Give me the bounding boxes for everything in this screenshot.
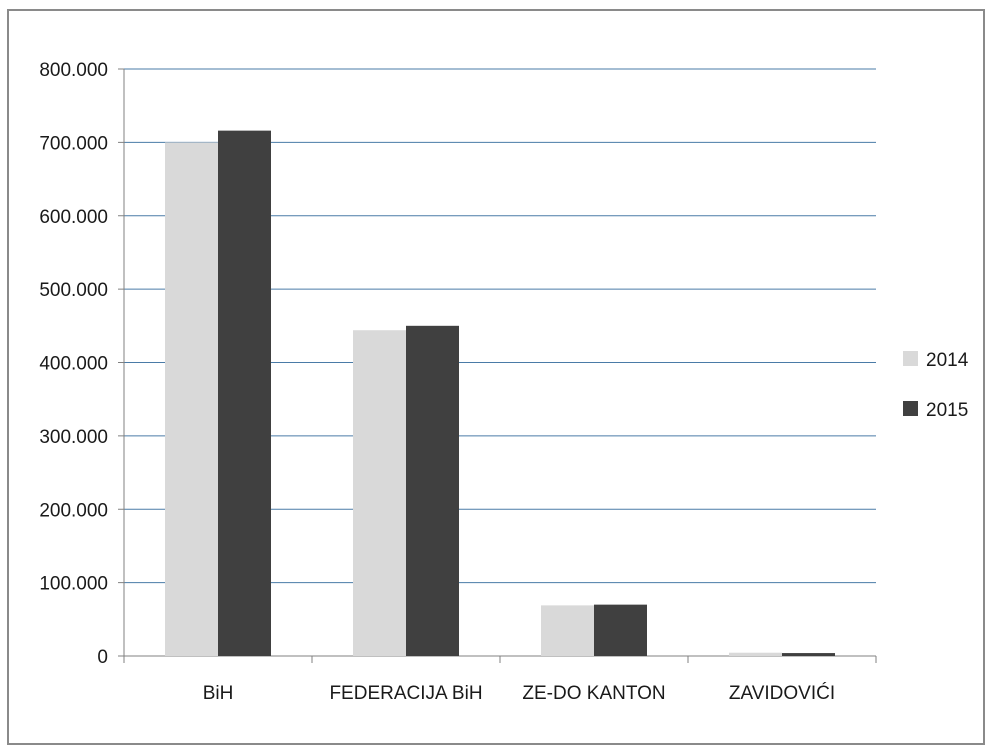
legend-label: 2014 (926, 350, 969, 371)
y-tick-label: 300.000 (39, 427, 108, 448)
bar-2015-2 (594, 604, 647, 656)
y-tick-label: 100.000 (39, 574, 108, 595)
legend-swatch-2015 (903, 401, 918, 416)
legend: 2014 2015 (903, 350, 969, 421)
x-category-label: ZE-DO KANTON (522, 683, 665, 704)
bar-2015-0 (218, 130, 271, 656)
bar-2014-1 (353, 330, 406, 656)
y-tick-label: 400.000 (39, 354, 108, 375)
bar-2014-0 (165, 142, 218, 656)
axis-labels: 0 100.000 200.000 300.000 400.000 500.000 600.… (39, 60, 835, 704)
bar-2015-1 (406, 325, 459, 656)
bar-2014-2 (541, 605, 594, 656)
bar-2014-3 (729, 652, 782, 656)
y-tick-label: 700.000 (39, 133, 108, 154)
x-category-label: BiH (203, 683, 234, 704)
y-tick-label: 800.000 (39, 60, 108, 81)
y-tick-label: 600.000 (39, 207, 108, 228)
bar-2015-3 (782, 653, 835, 656)
x-category-label: ZAVIDOVIĆI (729, 682, 835, 704)
legend-swatch-2014 (903, 351, 918, 366)
y-tick-label: 0 (97, 647, 108, 668)
y-tick-label: 500.000 (39, 280, 108, 301)
x-category-label: FEDERACIJA BiH (329, 683, 482, 704)
legend-label: 2015 (926, 400, 968, 421)
bars (165, 130, 835, 656)
y-tick-label: 200.000 (39, 500, 108, 521)
